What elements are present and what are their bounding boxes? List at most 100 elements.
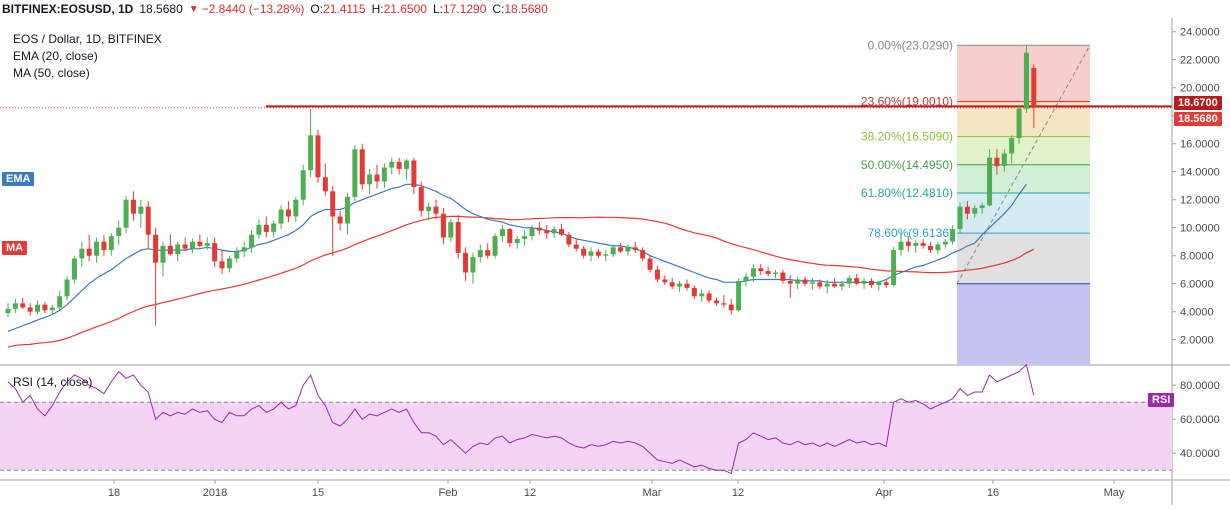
candle-body (691, 287, 697, 297)
candle-body (241, 247, 247, 252)
candle-body (802, 279, 808, 284)
candle-body (699, 293, 705, 297)
candle (241, 241, 247, 258)
fib-level-label-1: 23.60%(19.0010) (861, 95, 953, 109)
candle-body (684, 283, 690, 288)
candle (950, 224, 956, 245)
ma-50-line (7, 215, 1035, 348)
candle-body (12, 303, 18, 309)
candle (492, 233, 498, 259)
candle (891, 247, 897, 287)
candle-body (123, 199, 129, 228)
candle (905, 236, 911, 252)
candle-body (204, 243, 210, 246)
candle (330, 185, 336, 256)
time-tick-label: 2018 (203, 487, 227, 499)
candle (817, 279, 823, 290)
candle-body (846, 278, 852, 284)
candle-body (404, 160, 410, 169)
candle-body (883, 282, 889, 286)
low-value: 17.1290 (442, 2, 487, 16)
candle-body (374, 174, 380, 182)
candle (662, 275, 668, 286)
price-tick-label: 10.0000 (1180, 223, 1220, 235)
fib-level-label-4: 61.80%(12.4810) (861, 186, 953, 200)
candle-body (935, 244, 941, 251)
candle (42, 301, 48, 314)
candle (522, 230, 528, 246)
time-tick-label: Mar (643, 487, 662, 499)
ema-tag: EMA (2, 172, 35, 186)
candle-body (219, 261, 225, 269)
candle-body (49, 307, 55, 311)
candle (632, 241, 638, 253)
candle-body (573, 244, 579, 249)
candle (219, 250, 225, 274)
candle-body (499, 229, 505, 237)
candle-body (522, 236, 528, 239)
time-tick-label: May (1104, 487, 1125, 499)
candle (920, 238, 926, 249)
candle (573, 238, 579, 252)
candle-body (182, 244, 188, 249)
candle-body (116, 227, 122, 237)
candle (935, 241, 941, 255)
candle-body (610, 247, 616, 255)
candle (846, 275, 852, 288)
candle (271, 220, 277, 238)
candle-body (854, 278, 860, 284)
candle-body (359, 149, 365, 185)
candle-body (433, 206, 439, 214)
candle (130, 191, 136, 221)
candle (964, 201, 970, 220)
candle (514, 236, 520, 249)
candle-body (1009, 138, 1015, 154)
candle (1001, 149, 1007, 172)
candle-body (35, 304, 41, 312)
down-arrow-icon: ▼ (188, 3, 199, 15)
candle (182, 237, 188, 252)
ema-legend[interactable]: EMA (20, close) (13, 49, 98, 63)
candle (396, 157, 402, 175)
candle-body (559, 229, 564, 235)
candle (824, 279, 830, 294)
candle (381, 163, 387, 189)
candle (529, 224, 535, 241)
candle-body (507, 229, 513, 244)
candle-body (455, 222, 461, 253)
rsi-legend[interactable]: RSI (14, close) (13, 375, 93, 389)
time-tick-label: 12 (524, 487, 536, 499)
candle (190, 238, 195, 253)
candle (300, 164, 306, 206)
last-price-tag: 18.5680 (1174, 112, 1222, 126)
candle (854, 273, 860, 286)
price-tick-label: 12.0000 (1180, 195, 1220, 207)
candle (706, 290, 712, 304)
candle (175, 241, 181, 262)
candle (212, 237, 218, 267)
fib-zone-extension (957, 283, 1090, 365)
price-tick-label: 24.0000 (1180, 27, 1220, 39)
candle-body (344, 196, 350, 224)
candle (337, 210, 343, 231)
open-label: O: (310, 2, 324, 16)
fib-zone-0 (957, 45, 1090, 102)
candle (359, 143, 365, 190)
fib-level-label-3: 50.00%(14.4950) (861, 158, 953, 172)
candle-body (898, 241, 904, 251)
candle (647, 255, 653, 273)
candle-body (595, 251, 601, 256)
candle (263, 216, 269, 238)
candle (544, 224, 550, 239)
candle-body (330, 191, 336, 217)
candle (367, 168, 373, 195)
ma-legend[interactable]: MA (50, close) (13, 66, 90, 80)
candle (595, 248, 601, 259)
candle (773, 269, 779, 279)
candle-body (950, 229, 956, 242)
price-tick-label: 6.0000 (1180, 279, 1214, 291)
candle (1031, 64, 1037, 128)
candle (809, 278, 815, 290)
candle-body (190, 241, 195, 249)
